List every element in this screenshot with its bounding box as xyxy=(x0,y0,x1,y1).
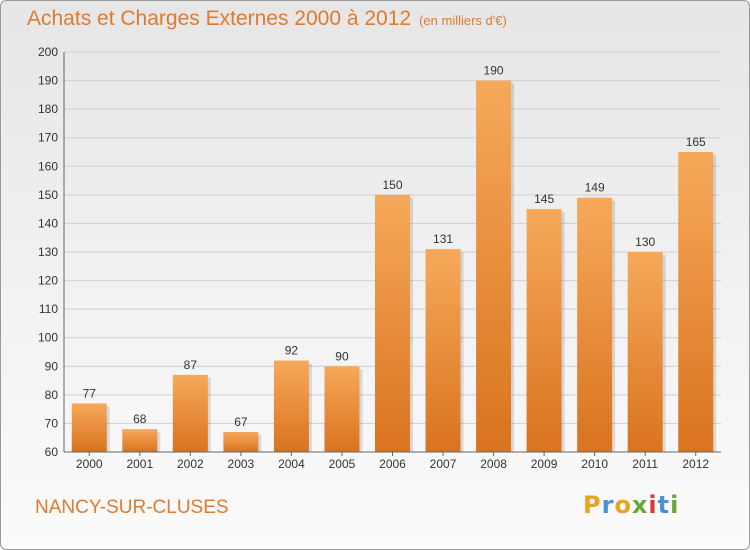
bar-2007 xyxy=(425,249,461,452)
data-label-2008: 190 xyxy=(484,64,504,78)
data-label-2000: 77 xyxy=(83,386,97,400)
data-label-2001: 68 xyxy=(133,412,147,426)
y-tick-label: 170 xyxy=(38,131,58,145)
y-tick-label: 180 xyxy=(38,102,58,116)
logo-letter: x xyxy=(631,491,649,519)
x-tick-label-2007: 2007 xyxy=(430,457,457,471)
bar-2006 xyxy=(375,194,410,452)
bar-2001 xyxy=(122,429,158,452)
data-label-2007: 131 xyxy=(433,232,453,246)
x-tick-label-2011: 2011 xyxy=(632,457,658,471)
x-tick-label-2010: 2010 xyxy=(581,457,608,471)
x-tick-label-2003: 2003 xyxy=(228,457,255,471)
axes: 60 70 80 90 100 110 120 130 140 150 160 170 180 190 20… xyxy=(38,45,721,471)
logo-letter: r xyxy=(601,491,615,519)
logo-letter: P xyxy=(583,491,602,519)
y-tick-label: 140 xyxy=(38,216,58,230)
y-tick-label: 60 xyxy=(45,445,59,459)
x-tick-label-2002: 2002 xyxy=(177,457,204,471)
bar-2009 xyxy=(526,209,562,452)
data-label-2006: 150 xyxy=(382,178,402,192)
proxiti-logo: Proxiti xyxy=(583,491,679,519)
bar-2012 xyxy=(678,152,714,452)
logo-letter: t xyxy=(657,491,671,519)
y-tick-label: 120 xyxy=(38,274,58,288)
y-tick-label: 200 xyxy=(38,45,58,59)
bar-2000 xyxy=(71,403,107,452)
logo-letter: o xyxy=(614,491,632,519)
bar-2010 xyxy=(577,197,613,452)
x-tick-label-2001: 2001 xyxy=(126,457,153,471)
logo-letter: i xyxy=(670,491,680,519)
y-tick-label: 130 xyxy=(38,245,58,259)
bar-2003 xyxy=(223,432,259,452)
x-tick-label-2008: 2008 xyxy=(480,457,507,471)
y-tick-label: 190 xyxy=(38,74,58,88)
bar-2002 xyxy=(172,374,208,452)
data-label-2004: 92 xyxy=(285,344,299,358)
y-tick-label: 160 xyxy=(38,159,58,173)
data-labels: 77 68 87 67 92 90 150 131 190 145 149 130 165 xyxy=(83,64,706,429)
x-tick-label-2004: 2004 xyxy=(278,457,305,471)
data-label-2009: 145 xyxy=(534,192,554,206)
y-tick-label: 100 xyxy=(38,331,58,345)
bar-2011 xyxy=(627,252,663,452)
y-tick-label: 80 xyxy=(45,388,59,402)
bar-2008 xyxy=(476,80,512,453)
bar-2005 xyxy=(324,366,360,452)
data-label-2010: 149 xyxy=(585,181,605,195)
bars xyxy=(71,80,717,453)
x-tick-label-2000: 2000 xyxy=(76,457,103,471)
x-tick-label-2012: 2012 xyxy=(682,457,709,471)
data-label-2003: 67 xyxy=(234,415,248,429)
logo-letter: i xyxy=(648,491,658,519)
y-tick-label: 110 xyxy=(39,302,58,316)
bar-2004 xyxy=(273,360,309,452)
data-label-2012: 165 xyxy=(686,135,706,149)
y-tick-label: 150 xyxy=(38,188,58,202)
x-tick-label-2009: 2009 xyxy=(531,457,558,471)
chart-title: Achats et Charges Externes 2000 à 2012 (e… xyxy=(27,7,507,31)
x-tick-label-2006: 2006 xyxy=(379,457,406,471)
data-label-2005: 90 xyxy=(335,349,349,363)
data-label-2002: 87 xyxy=(184,358,198,372)
y-tick-label: 70 xyxy=(45,416,59,430)
chart-unit: (en milliers d'€) xyxy=(419,13,507,28)
data-label-2011: 130 xyxy=(635,235,655,249)
x-tick-label-2005: 2005 xyxy=(329,457,356,471)
y-tick-label: 90 xyxy=(45,359,59,373)
chart-title-text: Achats et Charges Externes 2000 à 2012 xyxy=(27,7,412,30)
city-name: NANCY-SUR-CLUSES xyxy=(35,497,229,518)
